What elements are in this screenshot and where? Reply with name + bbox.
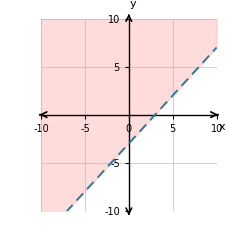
Text: x: x [218,122,224,132]
Text: y: y [129,0,136,9]
